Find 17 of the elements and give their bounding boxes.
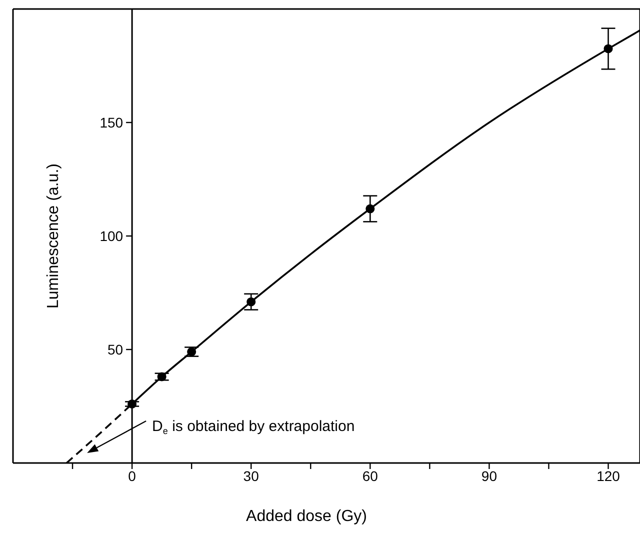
- x-tick-label: 0: [128, 468, 136, 484]
- point: [187, 347, 196, 356]
- point: [157, 372, 166, 382]
- point: [604, 44, 613, 54]
- y-axis-title: Luminescence (a.u.): [44, 164, 62, 308]
- x-tick-label: 60: [362, 468, 378, 484]
- x-tick-label: 90: [481, 468, 498, 484]
- point: [128, 399, 137, 408]
- y-tick-label: 150: [100, 114, 124, 130]
- annotation: D$_{e}$ is obtained by extrapolation: [152, 418, 355, 436]
- x-axis-title: Added dose (Gy): [246, 508, 367, 525]
- x-tick-label: 120: [596, 468, 620, 484]
- point: [246, 297, 256, 306]
- x-tick-label: 30: [243, 468, 260, 484]
- y-tick-label: 50: [107, 342, 124, 358]
- y-tick-label: 100: [100, 228, 124, 244]
- point: [366, 204, 375, 214]
